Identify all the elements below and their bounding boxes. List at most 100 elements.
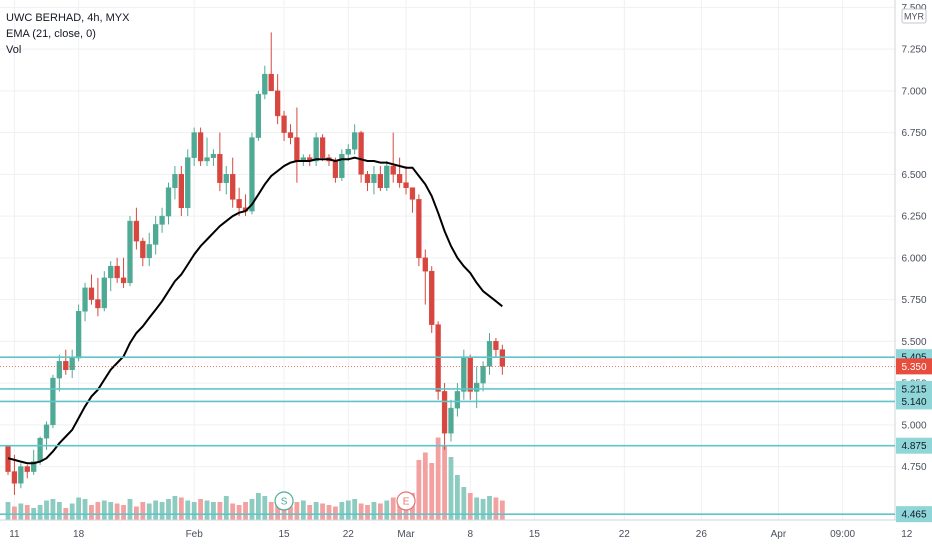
volume-bar — [365, 505, 370, 520]
volume-bar — [172, 496, 178, 520]
volume-bar — [12, 506, 17, 520]
volume-bar — [185, 500, 191, 520]
candle-body — [390, 165, 396, 175]
time-tick-label: 26 — [696, 529, 708, 540]
volume-bar — [339, 502, 345, 520]
candle-body — [133, 220, 140, 242]
candle-body — [358, 132, 364, 175]
candle-body — [24, 466, 30, 472]
volume-bar — [178, 497, 184, 520]
price-axis[interactable]: 4.7505.0005.2505.5005.7506.0006.2506.500… — [894, 0, 932, 550]
horizontal-levels[interactable]: 5.405 5.215 5.140 4.875 4.465 5.350 — [0, 349, 932, 523]
candle-body — [371, 174, 377, 183]
level-label-bg — [896, 506, 932, 523]
candle-body — [56, 361, 63, 379]
level-label: 5.215 — [901, 384, 926, 395]
time-tick-label: 15 — [529, 529, 541, 540]
event-marker-circle[interactable] — [396, 491, 416, 511]
volume-bar — [56, 502, 62, 520]
candle-body — [217, 154, 223, 183]
candle-body — [37, 437, 43, 462]
volume-bar — [5, 502, 11, 520]
candle-body — [63, 361, 69, 370]
volume-bar — [127, 499, 133, 520]
price-tick-label: 7.000 — [901, 86, 926, 97]
candle-body — [319, 137, 326, 158]
candle-body — [396, 174, 403, 183]
volume-bar — [397, 499, 403, 520]
candle-body — [268, 73, 274, 92]
volume-bar — [223, 496, 229, 520]
volume-bar — [140, 502, 146, 520]
volume-bar — [191, 502, 197, 520]
symbol-title[interactable]: UWC BERHAD, 4h, MYX — [6, 12, 130, 24]
candle-body — [441, 391, 448, 434]
candle-body — [114, 265, 120, 279]
candle-body — [120, 277, 127, 284]
volume-bar — [480, 499, 486, 520]
candle-body — [352, 132, 358, 150]
volume-bar — [249, 499, 255, 520]
price-tick-label: 6.000 — [901, 253, 926, 264]
volume-bar — [320, 503, 325, 520]
volume-bar — [333, 506, 338, 520]
candle-body — [165, 187, 172, 217]
volume-bar — [76, 497, 82, 520]
candle-body — [377, 174, 384, 188]
volume-bar — [236, 505, 242, 520]
candle-body — [31, 461, 37, 472]
candle-body — [75, 311, 82, 359]
price-tick-label: 7.250 — [901, 45, 926, 56]
candle-body — [281, 115, 287, 133]
candle-body — [11, 471, 18, 484]
volume-bar — [166, 499, 171, 520]
ema-indicator-label[interactable]: EMA (21, close, 0) — [6, 28, 96, 40]
volume-bar — [198, 499, 203, 520]
volume-bar — [243, 502, 248, 520]
candle-body — [332, 160, 339, 178]
volume-bar — [121, 505, 126, 520]
currency-badge-box[interactable] — [901, 8, 927, 24]
volume-bar — [50, 499, 56, 520]
level-label-bg — [896, 437, 932, 454]
price-tick-label: 5.750 — [901, 295, 926, 306]
volume-bar — [211, 502, 216, 520]
candle-body — [101, 277, 107, 309]
level-label: 5.405 — [901, 353, 926, 364]
volume-bar — [377, 503, 383, 520]
volume-bar — [448, 457, 454, 520]
volume-bar — [114, 503, 120, 520]
level-label: 4.465 — [901, 510, 926, 521]
candle-body — [82, 287, 88, 312]
volume-bars — [5, 437, 505, 520]
volume-bar — [204, 500, 210, 520]
candle-body — [429, 270, 435, 325]
candle-body — [345, 149, 351, 155]
volume-bar — [69, 503, 75, 520]
candle-body — [159, 215, 165, 225]
time-tick-label: 22 — [343, 529, 355, 540]
volume-bar — [44, 500, 49, 520]
event-marker-letter: S — [281, 497, 288, 508]
volume-bar — [24, 505, 30, 520]
time-axis[interactable]: 11 18 Feb 15 22 Mar 8 15 22 26 Apr 09:00 12 — [0, 519, 932, 550]
event-marker-circle[interactable] — [274, 491, 294, 511]
volume-bar — [384, 500, 390, 520]
volume-bar — [230, 503, 236, 520]
volume-bar — [37, 505, 43, 520]
level-label-bg — [896, 393, 932, 410]
level-label: 5.140 — [901, 397, 926, 408]
volume-indicator-label[interactable]: Vol — [6, 44, 22, 56]
time-tick-label: Apr — [771, 529, 787, 540]
volume-bar — [455, 475, 460, 520]
candle-body — [422, 257, 428, 272]
candle-body — [435, 324, 441, 392]
candle-body — [467, 357, 473, 392]
volume-bar — [275, 505, 281, 520]
ema-21-line — [7, 156, 503, 465]
level-label: 4.875 — [901, 441, 926, 452]
time-tick-label: 8 — [467, 529, 473, 540]
volume-bar — [95, 502, 101, 520]
